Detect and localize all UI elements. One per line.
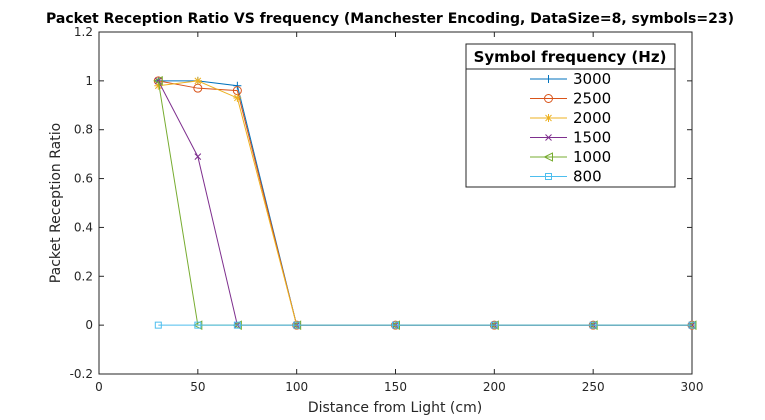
legend-title: Symbol frequency (Hz) [474,48,667,66]
x-tick-label: 100 [285,380,308,394]
x-tick-label: 50 [190,380,205,394]
axis-ticks: 0 50 100 150 200 250 300-0.200.20.40.60.811.2 [70,25,704,394]
marker-shape [589,321,597,329]
y-tick-label: 0.4 [74,220,93,234]
data-point-1000 [686,320,697,330]
legend-swatch-marker [544,114,553,122]
y-tick-label: 0 [85,318,93,332]
marker-shape [688,321,696,329]
marker-shape [544,94,553,103]
y-axis-label: Packet Reception Ratio [48,123,64,283]
legend-swatch-marker [544,94,553,103]
data-point-1000 [153,76,163,86]
series-800 [154,321,696,329]
legend-label: 2500 [573,90,611,108]
legend-label: 800 [573,168,602,186]
legend-swatch-marker [544,75,553,83]
legend-label: 1500 [573,129,611,147]
marker-stroke [545,114,552,122]
legend-item-2500: 2500 [530,90,611,108]
legend-swatch-marker [543,152,553,162]
data-point-800 [392,321,399,329]
marker-stroke [234,94,241,102]
x-tick-label: 250 [582,380,605,394]
legend-label: 3000 [573,70,611,88]
marker-stroke [194,153,202,160]
data-point-2000 [233,93,242,102]
x-tick-label: 300 [681,380,704,394]
y-tick-label: 0.2 [74,269,93,283]
marker-shape [153,76,163,86]
series-layer [153,76,697,330]
legend-label: 1000 [573,148,611,166]
marker-shape [293,321,301,329]
marker-shape [686,320,697,330]
marker-shape [545,173,552,180]
data-point-800 [490,321,498,329]
x-tick-label: 200 [483,380,506,394]
data-point-800 [293,321,301,329]
x-axis-label: Distance from Light (cm) [308,400,482,416]
marker-stroke [545,134,552,141]
legend-item-1000: 1000 [530,148,611,166]
legend-item-3000: 3000 [530,70,611,88]
data-point-2000 [193,76,202,85]
legend-label: 2000 [573,109,611,127]
data-point-800 [589,321,597,329]
y-tick-label: 0.8 [74,123,93,137]
legend-item-800: 800 [530,168,602,186]
marker-shape [490,321,498,329]
x-tick-label: 0 [95,380,103,394]
legend-item-1500: 1500 [530,129,611,147]
marker-shape [392,321,399,329]
marker-shape [194,321,202,329]
marker-shape [233,321,241,329]
y-tick-label: 0.6 [74,172,93,186]
data-point-800 [688,321,696,329]
data-point-800 [154,321,162,329]
y-tick-label: 1 [85,74,93,88]
data-point-800 [233,321,241,329]
y-tick-label: 1.2 [74,25,93,39]
marker-stroke [194,77,202,85]
data-point-800 [194,321,202,329]
x-tick-label: 150 [384,380,407,394]
legend-swatch-marker [545,134,552,141]
y-tick-label: -0.2 [70,367,93,381]
marker-shape [154,321,162,329]
chart-title: Packet Reception Ratio VS frequency (Man… [46,11,734,27]
legend-box [465,43,676,188]
marker-shape [543,152,553,162]
legend-swatch-marker [545,173,552,180]
data-point-1500 [194,153,202,160]
legend-item-2000: 2000 [530,109,611,127]
data-point-3000 [233,81,242,90]
